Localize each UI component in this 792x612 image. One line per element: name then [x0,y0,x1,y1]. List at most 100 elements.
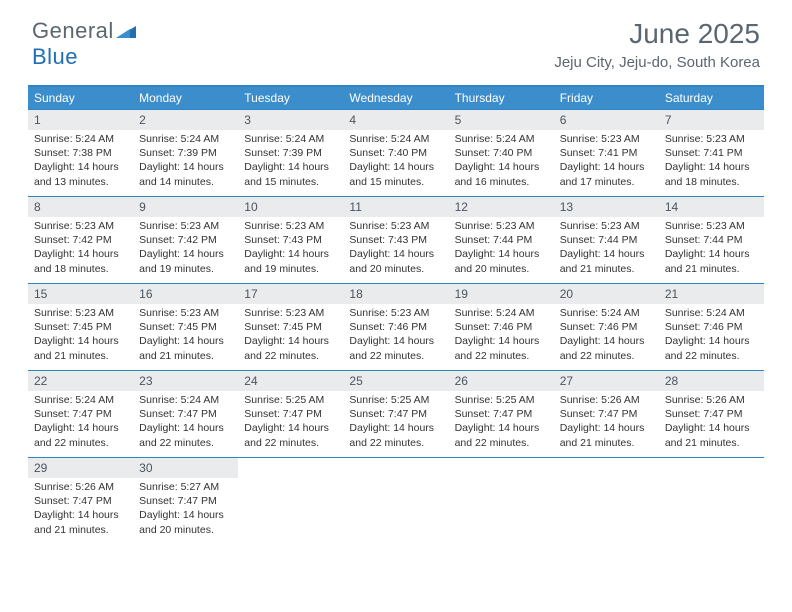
sunset-text: Sunset: 7:47 PM [665,407,758,421]
sunset-text: Sunset: 7:44 PM [560,233,653,247]
day-cell: 23Sunrise: 5:24 AMSunset: 7:47 PMDayligh… [133,371,238,457]
sunrise-text: Sunrise: 5:23 AM [244,219,337,233]
day-number: 27 [554,371,659,391]
day-header-friday: Friday [554,87,659,109]
sunset-text: Sunset: 7:43 PM [244,233,337,247]
daylight-text: Daylight: 14 hours and 22 minutes. [139,421,232,449]
day-cell: 25Sunrise: 5:25 AMSunset: 7:47 PMDayligh… [343,371,448,457]
day-cell: 9Sunrise: 5:23 AMSunset: 7:42 PMDaylight… [133,197,238,283]
sunrise-text: Sunrise: 5:24 AM [455,132,548,146]
day-info: Sunrise: 5:23 AMSunset: 7:46 PMDaylight:… [343,306,448,363]
day-info: Sunrise: 5:24 AMSunset: 7:46 PMDaylight:… [554,306,659,363]
daylight-text: Daylight: 14 hours and 14 minutes. [139,160,232,188]
weeks-container: 1Sunrise: 5:24 AMSunset: 7:38 PMDaylight… [28,109,764,544]
day-info: Sunrise: 5:23 AMSunset: 7:44 PMDaylight:… [554,219,659,276]
day-number: 21 [659,284,764,304]
day-info: Sunrise: 5:24 AMSunset: 7:40 PMDaylight:… [343,132,448,189]
day-number: 10 [238,197,343,217]
sunrise-text: Sunrise: 5:23 AM [139,306,232,320]
day-cell: 17Sunrise: 5:23 AMSunset: 7:45 PMDayligh… [238,284,343,370]
day-info: Sunrise: 5:23 AMSunset: 7:41 PMDaylight:… [554,132,659,189]
day-info: Sunrise: 5:23 AMSunset: 7:41 PMDaylight:… [659,132,764,189]
day-cell: 18Sunrise: 5:23 AMSunset: 7:46 PMDayligh… [343,284,448,370]
daylight-text: Daylight: 14 hours and 22 minutes. [244,334,337,362]
calendar-grid: Sunday Monday Tuesday Wednesday Thursday… [28,85,764,544]
day-info: Sunrise: 5:23 AMSunset: 7:45 PMDaylight:… [133,306,238,363]
sunrise-text: Sunrise: 5:23 AM [244,306,337,320]
sunset-text: Sunset: 7:40 PM [349,146,442,160]
day-number: 2 [133,110,238,130]
day-cell: 29Sunrise: 5:26 AMSunset: 7:47 PMDayligh… [28,458,133,544]
day-header-thursday: Thursday [449,87,554,109]
day-number: 16 [133,284,238,304]
daylight-text: Daylight: 14 hours and 20 minutes. [349,247,442,275]
daylight-text: Daylight: 14 hours and 21 minutes. [34,508,127,536]
sunset-text: Sunset: 7:45 PM [244,320,337,334]
day-info: Sunrise: 5:24 AMSunset: 7:47 PMDaylight:… [133,393,238,450]
sunrise-text: Sunrise: 5:23 AM [139,219,232,233]
day-cell: 28Sunrise: 5:26 AMSunset: 7:47 PMDayligh… [659,371,764,457]
day-header-saturday: Saturday [659,87,764,109]
day-info: Sunrise: 5:25 AMSunset: 7:47 PMDaylight:… [238,393,343,450]
daylight-text: Daylight: 14 hours and 15 minutes. [244,160,337,188]
sunrise-text: Sunrise: 5:26 AM [665,393,758,407]
sunrise-text: Sunrise: 5:24 AM [34,132,127,146]
day-cell: 15Sunrise: 5:23 AMSunset: 7:45 PMDayligh… [28,284,133,370]
day-cell: 6Sunrise: 5:23 AMSunset: 7:41 PMDaylight… [554,110,659,196]
sunrise-text: Sunrise: 5:26 AM [34,480,127,494]
day-cell: 7Sunrise: 5:23 AMSunset: 7:41 PMDaylight… [659,110,764,196]
sunrise-text: Sunrise: 5:23 AM [349,306,442,320]
daylight-text: Daylight: 14 hours and 22 minutes. [455,334,548,362]
sunrise-text: Sunrise: 5:24 AM [34,393,127,407]
day-header-wednesday: Wednesday [343,87,448,109]
day-number: 19 [449,284,554,304]
logo-text-general: General [32,18,114,43]
sunset-text: Sunset: 7:39 PM [139,146,232,160]
day-number: 26 [449,371,554,391]
day-cell: 12Sunrise: 5:23 AMSunset: 7:44 PMDayligh… [449,197,554,283]
week-row: 29Sunrise: 5:26 AMSunset: 7:47 PMDayligh… [28,457,764,544]
daylight-text: Daylight: 14 hours and 13 minutes. [34,160,127,188]
sunrise-text: Sunrise: 5:23 AM [560,219,653,233]
day-info: Sunrise: 5:25 AMSunset: 7:47 PMDaylight:… [343,393,448,450]
day-info: Sunrise: 5:23 AMSunset: 7:44 PMDaylight:… [449,219,554,276]
sunrise-text: Sunrise: 5:25 AM [455,393,548,407]
day-cell [238,458,343,544]
day-cell: 21Sunrise: 5:24 AMSunset: 7:46 PMDayligh… [659,284,764,370]
day-number: 25 [343,371,448,391]
sunset-text: Sunset: 7:39 PM [244,146,337,160]
day-info: Sunrise: 5:25 AMSunset: 7:47 PMDaylight:… [449,393,554,450]
sunrise-text: Sunrise: 5:24 AM [455,306,548,320]
day-header-tuesday: Tuesday [238,87,343,109]
sunset-text: Sunset: 7:46 PM [349,320,442,334]
day-cell [659,458,764,544]
logo-text-wrap: General Blue [32,18,136,70]
sunrise-text: Sunrise: 5:23 AM [349,219,442,233]
daylight-text: Daylight: 14 hours and 15 minutes. [349,160,442,188]
sunrise-text: Sunrise: 5:24 AM [349,132,442,146]
sunset-text: Sunset: 7:41 PM [560,146,653,160]
day-number: 28 [659,371,764,391]
week-row: 1Sunrise: 5:24 AMSunset: 7:38 PMDaylight… [28,109,764,196]
sunset-text: Sunset: 7:46 PM [455,320,548,334]
daylight-text: Daylight: 14 hours and 20 minutes. [455,247,548,275]
sunset-text: Sunset: 7:45 PM [34,320,127,334]
day-header-row: Sunday Monday Tuesday Wednesday Thursday… [28,87,764,109]
logo-triangle-icon [116,25,136,42]
day-cell: 19Sunrise: 5:24 AMSunset: 7:46 PMDayligh… [449,284,554,370]
sunset-text: Sunset: 7:46 PM [560,320,653,334]
day-cell: 4Sunrise: 5:24 AMSunset: 7:40 PMDaylight… [343,110,448,196]
day-info: Sunrise: 5:24 AMSunset: 7:46 PMDaylight:… [449,306,554,363]
daylight-text: Daylight: 14 hours and 21 minutes. [560,421,653,449]
sunset-text: Sunset: 7:47 PM [34,494,127,508]
daylight-text: Daylight: 14 hours and 22 minutes. [455,421,548,449]
day-number: 11 [343,197,448,217]
day-number: 7 [659,110,764,130]
day-number: 1 [28,110,133,130]
sunrise-text: Sunrise: 5:24 AM [665,306,758,320]
sunrise-text: Sunrise: 5:23 AM [665,219,758,233]
sunset-text: Sunset: 7:42 PM [139,233,232,247]
daylight-text: Daylight: 14 hours and 22 minutes. [349,421,442,449]
day-info: Sunrise: 5:26 AMSunset: 7:47 PMDaylight:… [28,480,133,537]
day-cell: 3Sunrise: 5:24 AMSunset: 7:39 PMDaylight… [238,110,343,196]
